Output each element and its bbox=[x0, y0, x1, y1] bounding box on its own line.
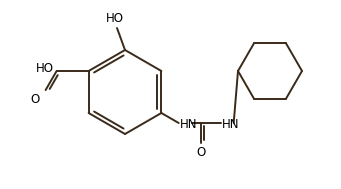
Text: HO: HO bbox=[106, 12, 124, 25]
Text: HN: HN bbox=[222, 118, 239, 130]
Text: HO: HO bbox=[35, 63, 54, 75]
Text: O: O bbox=[196, 146, 205, 159]
Text: O: O bbox=[30, 93, 40, 106]
Text: HN: HN bbox=[180, 118, 197, 130]
